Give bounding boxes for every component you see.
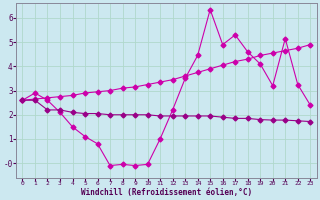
X-axis label: Windchill (Refroidissement éolien,°C): Windchill (Refroidissement éolien,°C) (81, 188, 252, 197)
